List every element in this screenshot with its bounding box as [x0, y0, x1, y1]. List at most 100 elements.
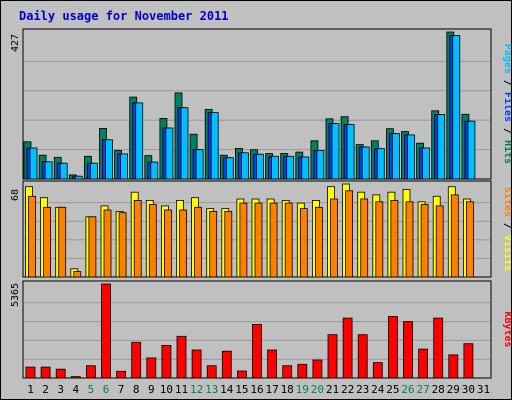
- x-tick-label-24: 24: [371, 383, 385, 396]
- bar-kbytes-day-23: [357, 334, 368, 379]
- bar-sites-day-26: [405, 201, 414, 278]
- y-max-label: 427: [10, 34, 21, 52]
- legend-text: Sites: [502, 187, 511, 217]
- bar-sites-day-27: [420, 204, 429, 278]
- y-max-label: 68: [10, 189, 21, 201]
- bar-sites-day-11: [179, 209, 187, 278]
- bar-pages-day-9: [150, 161, 159, 180]
- x-tick-label-4: 4: [72, 383, 79, 396]
- bar-sites-day-30: [465, 201, 474, 278]
- bar-kbytes-day-18: [282, 365, 293, 379]
- bar-kbytes-day-21: [327, 334, 338, 379]
- bar-kbytes-day-19: [297, 363, 308, 379]
- legend-text: Hits: [502, 140, 511, 164]
- bar-sites-day-21: [330, 198, 338, 278]
- bar-kbytes-day-5: [86, 365, 96, 379]
- bar-kbytes-day-24: [372, 362, 383, 379]
- x-tick-label-16: 16: [250, 383, 263, 396]
- bar-pages-day-17: [271, 155, 280, 180]
- bar-pages-day-3: [59, 162, 68, 180]
- bar-pages-day-19: [301, 156, 310, 180]
- bar-pages-day-14: [225, 157, 234, 180]
- legend-text: /: [502, 217, 511, 235]
- y-max-label: 5365: [10, 283, 21, 307]
- bar-sites-day-18: [284, 202, 293, 278]
- bar-kbytes-day-27: [418, 348, 429, 379]
- bar-kbytes-day-10: [161, 344, 172, 379]
- legend-text: KBytes: [502, 311, 511, 347]
- bar-pages-day-25: [391, 133, 400, 180]
- x-tick-label-29: 29: [447, 383, 460, 396]
- bar-kbytes-day-6: [101, 283, 111, 379]
- bar-sites-day-12: [194, 206, 203, 278]
- bar-sites-day-28: [435, 205, 444, 278]
- bar-kbytes-day-29: [448, 354, 459, 379]
- bar-pages-day-21: [331, 123, 340, 180]
- x-tick-label-3: 3: [57, 383, 64, 396]
- x-tick-label-13: 13: [205, 383, 218, 396]
- legend-text: Pages: [502, 44, 511, 74]
- bar-kbytes-day-30: [463, 343, 474, 379]
- bar-kbytes-day-2: [40, 366, 51, 379]
- x-tick-label-2: 2: [42, 383, 49, 396]
- series-legend-label: KBytes: [502, 311, 511, 347]
- bar-sites-day-7: [118, 212, 127, 278]
- x-tick-label-12: 12: [190, 383, 203, 396]
- bar-kbytes-day-11: [176, 335, 187, 379]
- x-tick-label-5: 5: [88, 383, 95, 396]
- legend-text: /: [502, 122, 511, 140]
- bar-pages-day-18: [286, 155, 295, 180]
- bar-sites-day-9: [148, 204, 157, 278]
- bar-sites-day-3: [58, 206, 67, 278]
- bar-pages-day-13: [210, 112, 219, 180]
- x-tick-label-10: 10: [160, 383, 173, 396]
- bar-sites-day-22: [345, 190, 354, 278]
- bar-pages-day-30: [467, 120, 476, 180]
- x-tick-label-22: 22: [341, 383, 354, 396]
- bar-pages-day-16: [256, 153, 264, 180]
- x-tick-label-7: 7: [118, 383, 125, 396]
- bar-kbytes-day-7: [116, 370, 126, 379]
- bar-pages-day-10: [165, 127, 174, 180]
- bar-kbytes-day-22: [342, 317, 353, 379]
- bar-sites-day-25: [390, 199, 399, 278]
- bar-pages-day-11: [180, 107, 189, 180]
- bar-pages-day-8: [135, 102, 144, 180]
- bar-kbytes-day-20: [312, 359, 323, 379]
- bar-sites-day-1: [28, 195, 36, 278]
- bar-sites-day-15: [239, 202, 248, 278]
- x-tick-label-9: 9: [148, 383, 155, 396]
- x-tick-label-21: 21: [326, 383, 339, 396]
- bar-kbytes-day-4: [70, 376, 81, 379]
- x-tick-label-26: 26: [401, 383, 414, 396]
- bar-kbytes-day-15: [236, 370, 247, 379]
- x-tick-label-28: 28: [432, 383, 445, 396]
- bar-sites-day-17: [269, 202, 278, 278]
- x-tick-label-15: 15: [235, 383, 248, 396]
- bar-kbytes-day-25: [387, 316, 398, 379]
- bar-kbytes-day-28: [433, 317, 444, 379]
- x-tick-label-1: 1: [27, 383, 34, 396]
- bar-sites-day-10: [163, 209, 172, 278]
- series-legend-label: Pages / Files / Hits: [502, 44, 511, 164]
- legend-text: Visits: [502, 235, 511, 271]
- x-tick-label-25: 25: [386, 383, 399, 396]
- bar-kbytes-day-12: [191, 349, 202, 379]
- x-tick-label-30: 30: [462, 383, 475, 396]
- bar-pages-day-24: [376, 148, 385, 180]
- bar-sites-day-13: [209, 210, 218, 278]
- bar-sites-day-20: [314, 206, 323, 278]
- bar-sites-day-4: [73, 271, 82, 278]
- bar-sites-day-2: [43, 206, 51, 278]
- bar-pages-day-23: [361, 146, 370, 180]
- bar-pages-day-5: [90, 162, 98, 180]
- bar-pages-day-1: [29, 147, 38, 180]
- bar-pages-day-29: [452, 35, 461, 180]
- bar-kbytes-day-13: [206, 365, 217, 379]
- bar-kbytes-day-3: [55, 368, 66, 379]
- chart-title: Daily usage for November 2011: [19, 9, 229, 23]
- x-tick-label-19: 19: [296, 383, 309, 396]
- x-tick-label-17: 17: [265, 383, 278, 396]
